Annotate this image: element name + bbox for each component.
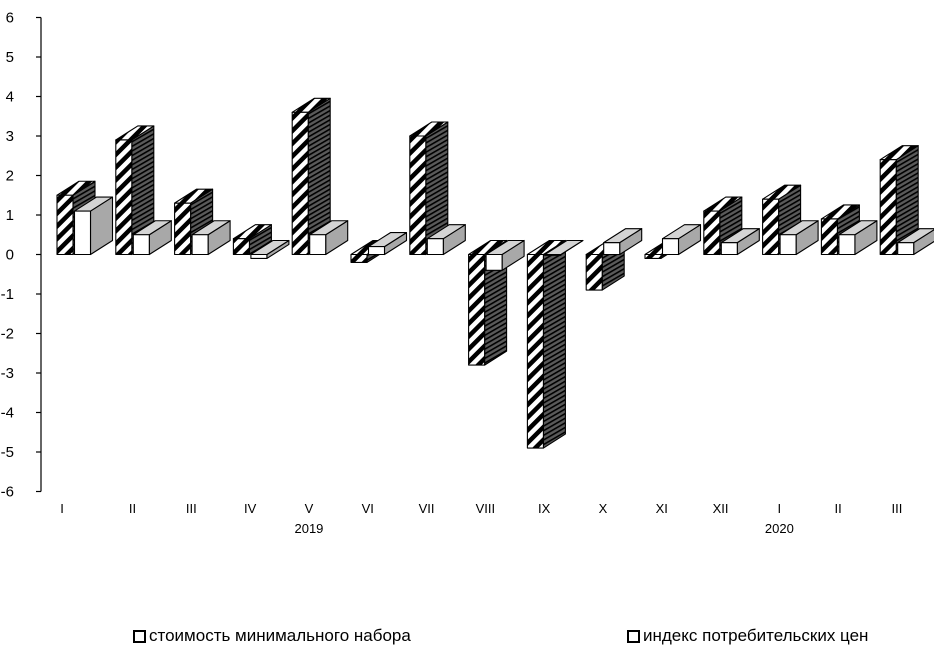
bar-9-series-1 [526, 239, 566, 449]
x-tick-label: III [186, 501, 197, 516]
y-tick-label: -1 [1, 286, 14, 303]
y-tick-label: -5 [1, 444, 14, 461]
legend-swatch-icon [133, 629, 146, 643]
year-label: 2019 [294, 521, 323, 536]
y-tick-label: 3 [6, 128, 14, 145]
year-label: 2020 [765, 521, 794, 536]
bar-8-series-2 [485, 239, 525, 271]
bar-11-series-2 [661, 224, 702, 256]
legend-item-cpi: индекс потребительских цен [627, 626, 868, 646]
bar-7-series-1 [409, 121, 449, 256]
y-tick-label: 5 [6, 49, 14, 66]
y-tick-label: -4 [1, 405, 14, 422]
y-tick-label: -3 [1, 365, 14, 382]
y-tick-label: 0 [6, 247, 14, 264]
legend-swatch-icon [627, 629, 640, 643]
bar-14-series-2 [838, 220, 878, 256]
x-tick-label: VIII [476, 501, 496, 516]
x-tick-label: IV [244, 501, 257, 516]
bar-3-series-2 [191, 220, 231, 256]
y-tick-label: -2 [1, 326, 14, 343]
bar-15-series-2 [897, 228, 934, 256]
x-tick-label: III [892, 501, 903, 516]
bar-15-series-1 [879, 145, 919, 256]
bar-10-series-2 [603, 228, 643, 256]
y-tick-label: -6 [1, 484, 14, 501]
bar-5-series-2 [309, 220, 349, 256]
y-tick-label: 4 [6, 89, 14, 106]
x-tick-label: II [129, 501, 136, 516]
x-tick-label: XII [713, 501, 729, 516]
x-tick-label: XI [656, 501, 668, 516]
x-tick-label: X [599, 501, 608, 516]
y-axis: 6 5 4 3 2 1 0 -1 -2 -3 -4 -5 -6 [1, 10, 42, 501]
y-tick-label: 6 [6, 10, 14, 27]
bar-13-series-2 [779, 220, 819, 256]
x-tick-label: VI [362, 501, 374, 516]
x-tick-label: I [778, 501, 782, 516]
legend-label: стоимость минимального набора [149, 626, 411, 645]
bar-2-series-2 [132, 220, 172, 256]
y-tick-label: 1 [6, 207, 14, 224]
x-tick-label: I [60, 501, 64, 516]
x-tick-label: VII [419, 501, 435, 516]
legend-label: индекс потребительских цен [643, 626, 869, 645]
legend-item-min-set-cost: стоимость минимального набора [133, 626, 411, 646]
x-tick-label: IX [538, 501, 551, 516]
bar-6-series-2 [367, 232, 408, 256]
bar-9-series-2 [544, 239, 584, 256]
bar-4-series-1 [232, 224, 272, 256]
bar-8-series-1 [468, 239, 508, 366]
x-tick-label: V [305, 501, 314, 516]
bar-4-series-2 [250, 239, 290, 260]
bars-layer [56, 97, 934, 449]
x-tick-label: II [835, 501, 842, 516]
bar-7-series-2 [426, 224, 466, 256]
bar-5-series-1 [291, 97, 331, 256]
bar-12-series-2 [720, 228, 760, 256]
y-tick-label: 2 [6, 168, 14, 185]
bar-1-series-2 [73, 196, 114, 256]
